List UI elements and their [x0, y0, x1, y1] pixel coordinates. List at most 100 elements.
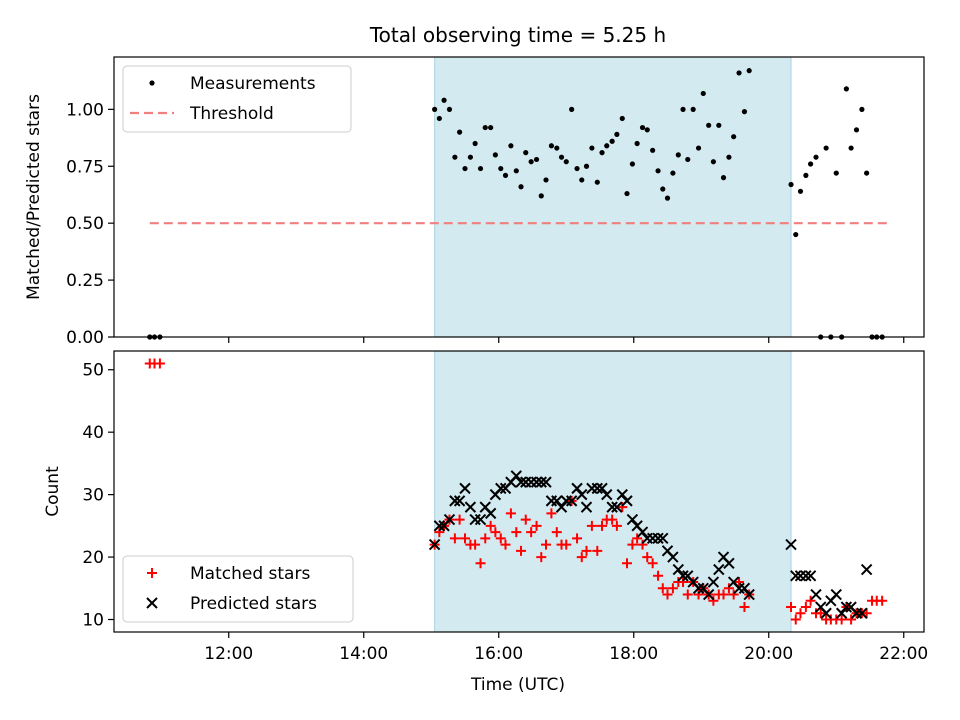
measurement-point	[803, 172, 809, 178]
measurement-point	[859, 106, 865, 112]
matched-star-point	[531, 520, 542, 531]
predicted-star-point	[459, 482, 471, 495]
measurement-point	[543, 177, 549, 183]
matched-star-point	[877, 595, 888, 606]
matched-star-point	[708, 595, 719, 606]
measurement-point	[609, 138, 615, 144]
measurement-point	[599, 150, 605, 156]
measurement-point	[644, 127, 650, 133]
measurement-point	[690, 106, 696, 112]
measurement-point	[589, 145, 595, 151]
measurement-point	[472, 140, 478, 147]
measurement-point	[558, 154, 565, 160]
measurement-point	[614, 131, 620, 137]
predicted-star-point	[835, 607, 848, 619]
matched-star-point	[718, 589, 729, 600]
y-tick-label: 20	[82, 548, 104, 568]
predicted-star-point	[601, 488, 613, 501]
predicted-star-point	[580, 501, 593, 513]
measurement-point	[720, 175, 727, 181]
measurement-point	[554, 145, 560, 151]
matched-star-point	[546, 508, 557, 519]
predicted-star-point	[702, 588, 715, 601]
measurement-point	[793, 231, 799, 238]
measurement-point	[563, 159, 569, 165]
measurement-point	[650, 147, 656, 153]
matched-star-point	[815, 608, 826, 619]
measurement-point	[675, 152, 681, 158]
measurement-point	[813, 154, 819, 160]
x-tick-label: 14:00	[339, 644, 388, 664]
predicted-star-point	[790, 570, 802, 582]
matched-star-point	[682, 589, 693, 600]
predicted-star-point	[657, 532, 669, 545]
predicted-star-point	[515, 476, 527, 488]
measurement-point	[548, 143, 555, 149]
measurement-point	[716, 122, 722, 128]
predicted-star-point	[713, 563, 725, 576]
predicted-star-point	[433, 520, 446, 532]
measurement-point	[833, 170, 839, 176]
measurement-point	[788, 181, 794, 188]
predicted-star-point	[626, 513, 639, 526]
predicted-star-point	[785, 538, 797, 551]
measurement-point	[498, 165, 504, 172]
matched-star-point	[526, 527, 537, 538]
measurement-point	[864, 170, 870, 176]
matched-star-point	[647, 558, 658, 569]
predicted-star-point	[464, 501, 477, 513]
axes-frame	[113, 350, 925, 633]
predicted-star-point	[800, 570, 812, 582]
axes-frame	[113, 56, 925, 338]
matched-star-point	[790, 614, 801, 625]
matched-star-point	[495, 533, 506, 544]
legend: Matched stars Predicted stars	[122, 555, 354, 623]
matched-star-point	[460, 533, 470, 544]
x-tick-label: 20:00	[744, 644, 793, 664]
measurement-point	[853, 127, 860, 133]
measurement-point	[604, 143, 610, 149]
predicted-star-point	[535, 476, 547, 488]
predicted-star-point	[565, 495, 578, 507]
matched-star-point	[454, 514, 465, 525]
measurement-point	[808, 161, 814, 167]
matched-star-point	[739, 602, 750, 613]
predicted-star-point	[621, 495, 633, 507]
predicted-star-point	[672, 563, 685, 576]
predicted-star-point	[555, 501, 568, 513]
predicted-star-point	[804, 570, 817, 582]
measurement-point	[619, 115, 625, 122]
measurement-point	[660, 186, 666, 192]
measurement-point	[624, 190, 630, 197]
measurement-point	[528, 159, 534, 165]
matched-star-point	[536, 552, 547, 563]
predicted-star-point	[743, 588, 755, 601]
predicted-star-point	[510, 470, 523, 482]
matched-star-point	[728, 589, 739, 600]
predicted-star-point	[820, 607, 832, 619]
x-tick-label: 16:00	[474, 644, 523, 664]
measurement-point	[797, 188, 804, 194]
matched-star-point	[611, 520, 622, 531]
measurement-point	[634, 140, 640, 147]
matched-star-point	[734, 577, 745, 588]
measurement-point	[452, 154, 458, 160]
measurement-point	[664, 195, 671, 201]
matched-star-point	[637, 539, 648, 550]
matched-star-point	[449, 533, 460, 544]
measurement-point	[823, 145, 829, 151]
predicted-star-point	[530, 476, 543, 488]
predicted-star-point	[636, 526, 649, 538]
predicted-star-point	[443, 513, 456, 526]
measurement-point	[843, 86, 849, 92]
y-axis-label: Count	[43, 466, 63, 517]
matched-star-point	[632, 533, 643, 544]
measurement-point	[680, 106, 686, 112]
matched-star-point	[622, 558, 632, 569]
predicted-star-point	[428, 538, 441, 551]
y-axis-label: Matched/Predicted stars	[24, 94, 44, 300]
matched-star-point	[693, 589, 704, 600]
matched-star-point	[836, 614, 847, 625]
measurement-point	[502, 172, 509, 178]
